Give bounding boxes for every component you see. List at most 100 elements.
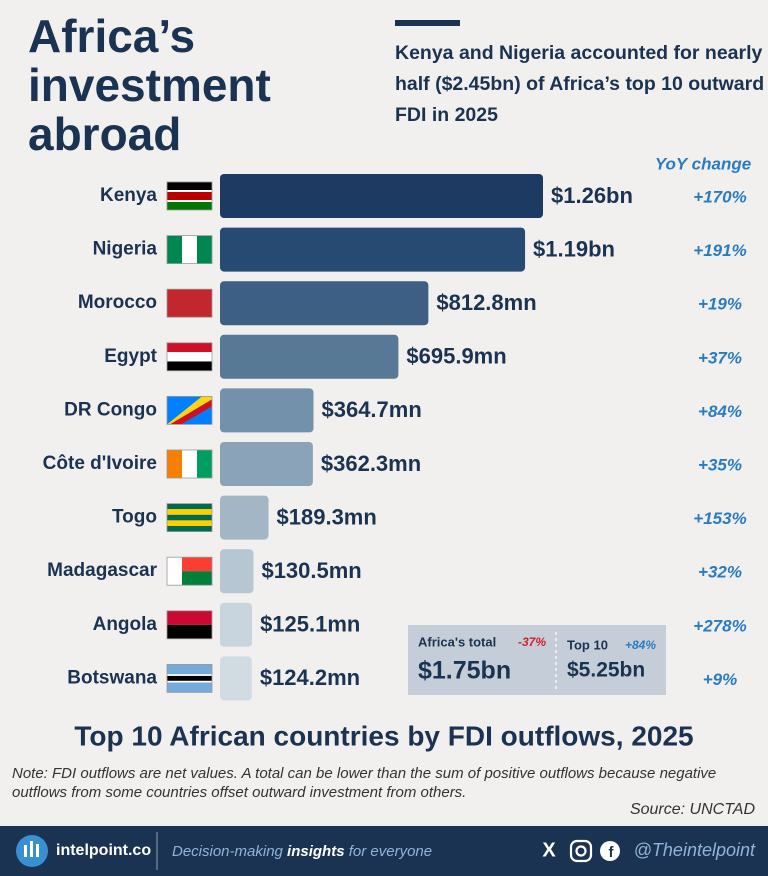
summary-change: -37% [518,635,546,649]
flag-stripe [167,682,212,693]
bar [220,656,252,701]
bar [220,495,269,540]
flag-stripe [182,557,212,572]
subtitle: Kenya and Nigeria accounted for nearly h… [395,42,765,126]
flag-stripe [182,571,212,586]
x-icon[interactable]: X [542,839,556,861]
handle[interactable]: @Theintelpoint [634,840,756,860]
flag-stripe [167,526,212,532]
flag-stripe [167,514,212,521]
summary-box [408,625,666,695]
flag-stripe [167,624,212,639]
bar [220,174,543,218]
yoy-label: +9% [703,670,738,689]
flag-border [166,342,213,372]
category-label: Morocco [78,292,157,313]
category-label: Kenya [100,185,157,206]
tagline-bold: insights [287,843,345,860]
yoy-label: +35% [698,455,742,474]
flag-stripe [170,399,212,425]
flag-border [166,235,213,265]
bar [220,281,429,326]
bar [220,227,526,272]
flag-stripe [167,200,212,202]
yoy-label: +170% [693,187,746,206]
category-label: Egypt [104,346,157,367]
flag [166,342,213,372]
flag-stripe [167,361,212,371]
source: Source: UNCTAD [630,801,756,818]
flag-stripe [167,182,212,190]
flag-stripe [167,674,212,676]
bar [220,549,254,594]
summary-change: +84% [625,638,656,652]
yoy-label: +37% [698,348,742,367]
brand: intelpoint.co [56,842,151,859]
flag-border [166,288,213,318]
bar [220,442,313,486]
flag [166,288,213,318]
summary-value: $5.25bn [567,659,645,682]
yoy-label: +153% [693,509,746,528]
flag-stripe [167,235,182,264]
value-label: $364.7mn [321,397,421,422]
flag-stripe [167,503,212,510]
flag-stripe [167,610,212,625]
yoy-label: +19% [698,295,742,314]
flag [166,449,213,479]
flag-border [166,664,213,693]
tagline-end: for everyone [349,843,432,860]
flag-stripe [167,352,212,362]
flag-stripe [197,235,212,264]
value-label: $1.19bn [533,236,615,261]
flag-border [166,181,213,211]
logo-bar [24,845,27,857]
flag-stripe [167,396,212,425]
value-label: $1.26bn [551,183,633,208]
flag-stripe [167,190,212,192]
footer-bar [0,826,768,876]
facebook-icon[interactable] [600,841,620,861]
flag-border [166,610,213,640]
yoy-label: +84% [698,402,742,421]
flag-stripe [167,664,212,675]
value-label: $125.1mn [260,612,360,637]
value-label: $362.3mn [321,451,421,476]
value-label: $130.5mn [261,558,361,583]
flag [166,664,213,693]
tagline-start: Decision-making [172,843,284,860]
flag-border [166,556,213,586]
facebook-f: f [609,844,615,861]
flag-stripe [167,202,212,210]
tagline: Decision-making insights for everyone [172,843,432,860]
value-label: $189.3mn [277,504,377,529]
yoy-label: +191% [693,241,746,260]
flag-stripe [167,680,212,683]
summary-label: Top 10 [567,637,608,652]
flag-stripe [167,450,182,478]
category-label: Angola [93,614,158,635]
value-label: $124.2mn [260,665,360,690]
title: Africa’s investment abroad [28,10,271,160]
summary-label: Africa's total [418,634,496,649]
flag-border [166,449,213,479]
category-label: Madagascar [47,560,157,581]
flag-border [166,395,213,425]
category-label: Côte d'Ivoire [43,453,157,474]
instagram-icon[interactable] [569,839,593,863]
flag [166,395,213,425]
yoy-header: YoY change [655,154,751,173]
bar [220,388,314,433]
flag-stripe [167,192,212,200]
flag-stripe [167,342,212,353]
value-label: $695.9mn [406,344,506,369]
flag [166,503,213,533]
yoy-label: +32% [698,563,742,582]
flag [166,235,213,265]
accent-line [395,20,460,26]
category-label: DR Congo [64,399,157,420]
summary-value: $1.75bn [418,657,511,685]
bar [220,602,253,647]
flag-stripe [167,509,212,515]
